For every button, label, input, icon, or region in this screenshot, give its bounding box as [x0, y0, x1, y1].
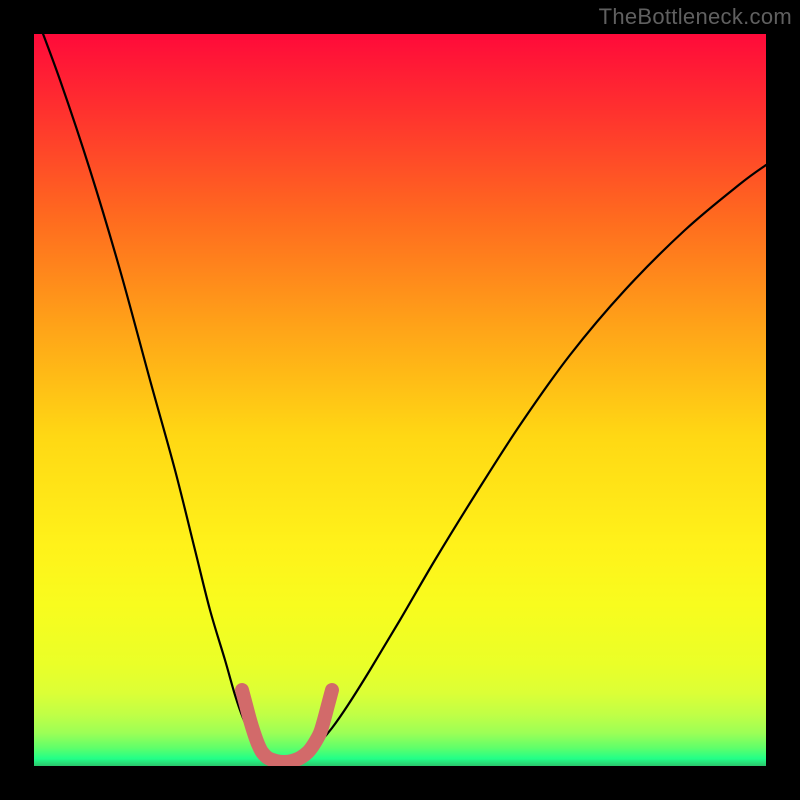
- plot-area: [34, 34, 766, 766]
- gradient-background: [34, 34, 766, 766]
- chart-frame: TheBottleneck.com: [0, 0, 800, 800]
- watermark-label: TheBottleneck.com: [599, 4, 792, 30]
- chart-svg: [34, 34, 766, 766]
